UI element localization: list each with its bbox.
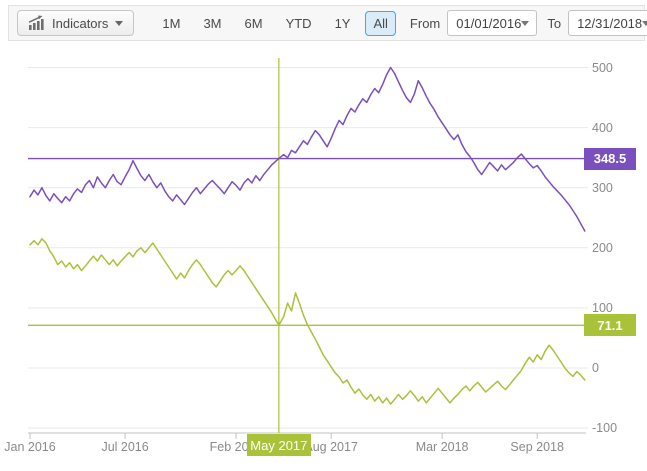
crosshair-value-badge-olive: 71.1	[584, 314, 636, 337]
indicators-label: Indicators	[52, 15, 109, 31]
series-2-line	[29, 238, 586, 405]
bar-chart-icon	[28, 15, 44, 30]
from-date-input[interactable]: 01/01/2016	[447, 10, 538, 36]
range-button-1y[interactable]: 1Y	[327, 11, 359, 36]
series-1-line	[29, 66, 586, 232]
crosshair-value-badge-purple: 348.5	[584, 147, 636, 170]
range-button-1m[interactable]: 1M	[154, 11, 188, 36]
y-axis-tick-label: 100	[592, 300, 613, 315]
x-axis-tick-label: Mar 2018	[415, 440, 469, 454]
x-axis-tick-label: Sep 2018	[510, 440, 564, 454]
chart-toolbar: Indicators 1M 3M 6M YTD 1Y All From 01/0…	[8, 5, 647, 41]
to-date-value: 12/31/2018	[577, 15, 643, 31]
y-axis-tick-label: 300	[592, 180, 613, 195]
y-axis-tick-label: 200	[592, 240, 613, 255]
from-label: From	[409, 15, 441, 31]
to-date-input[interactable]: 12/31/2018	[568, 10, 647, 36]
chart-plot-area[interactable]: 348.5 71.1 May 2017 500 400 300 200 100 0 -100…	[0, 42, 647, 471]
y-axis-tick-label: 400	[592, 120, 613, 135]
range-button-all[interactable]: All	[365, 10, 396, 36]
x-axis-tick-label: Jul 2016	[101, 440, 149, 454]
range-button-group: 1M 3M 6M YTD 1Y All	[154, 10, 396, 36]
chevron-down-icon	[115, 20, 124, 26]
chevron-down-icon[interactable]	[642, 20, 647, 26]
x-axis-tick-label: Jan 2016	[4, 440, 56, 454]
y-axis-tick-label: -100	[592, 421, 618, 436]
range-button-3m[interactable]: 3M	[195, 11, 229, 36]
y-axis-tick-label: 500	[592, 60, 613, 75]
from-date-value: 01/01/2016	[456, 15, 522, 31]
crosshair-date-badge: May 2017	[246, 434, 311, 456]
chart-canvas	[28, 58, 588, 439]
range-button-6m[interactable]: 6M	[237, 11, 271, 36]
indicators-button[interactable]: Indicators	[17, 10, 135, 36]
x-axis-tick-label: Aug 2017	[304, 440, 358, 454]
y-axis-tick-label: 0	[592, 361, 599, 375]
to-label: To	[547, 15, 562, 31]
chevron-down-icon[interactable]	[521, 20, 530, 26]
range-button-ytd[interactable]: YTD	[278, 11, 320, 36]
